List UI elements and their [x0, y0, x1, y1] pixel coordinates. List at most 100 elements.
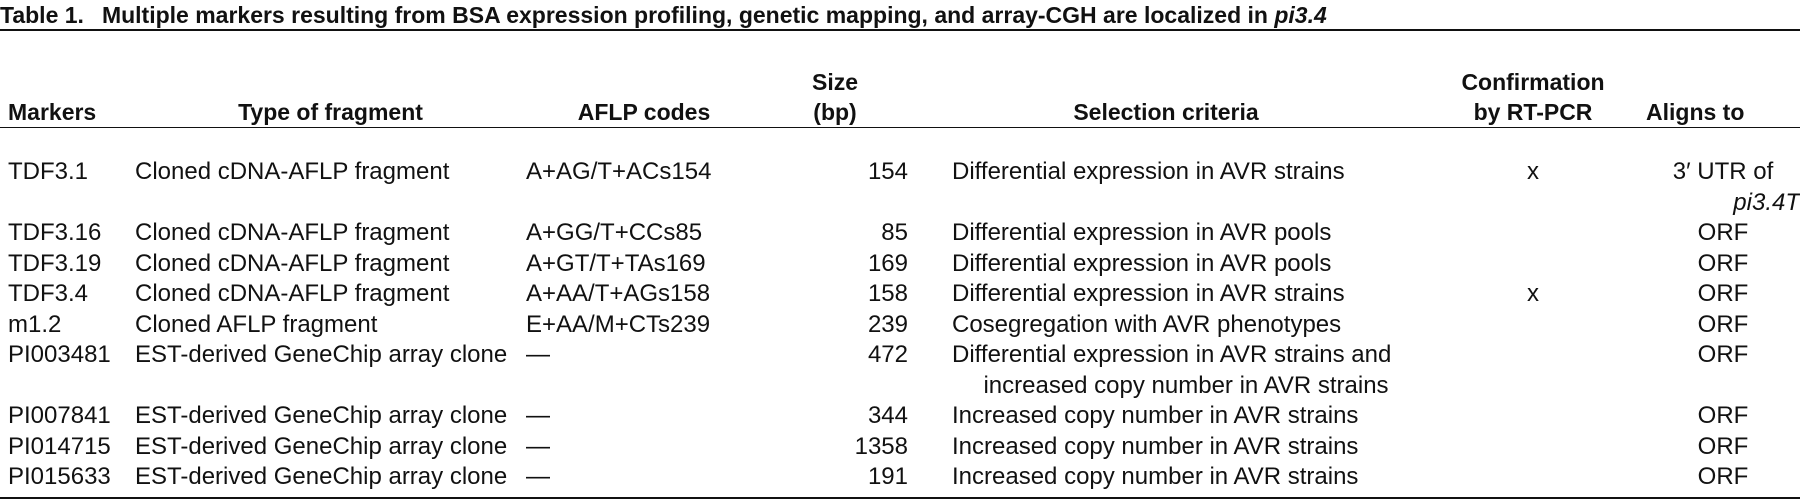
cell-type: EST-derived GeneChip array clone: [135, 432, 526, 463]
cell-aflp: A+GG/T+CCs85: [526, 218, 762, 249]
cell-size: 154: [762, 142, 912, 218]
cell-criteria-text: Differential expression in AVR pools: [952, 249, 1332, 277]
cell-criteria-text: Cosegregation with AVR phenotypes: [952, 310, 1342, 338]
cell-aligns-text: ORF: [1697, 310, 1749, 338]
cell-size-text: 239: [867, 310, 908, 338]
cell-type-text: EST-derived GeneChip array clone: [135, 402, 508, 429]
cell-marker-text: m1.2: [8, 310, 62, 338]
cell-aligns: ORF: [1646, 432, 1800, 463]
cell-criteria-text: Increased copy number in AVR strains: [952, 463, 1359, 490]
cell-aligns: ORF: [1646, 462, 1800, 493]
cell-criteria-text: Increased copy number in AVR strains: [952, 402, 1359, 429]
caption-label: Table 1.: [0, 2, 84, 28]
col-header-confirmation-line2: by RT-PCR: [1473, 99, 1593, 125]
col-header-size: Size (bp): [762, 31, 912, 142]
cell-type-text: Cloned cDNA-AFLP fragment: [135, 280, 450, 307]
cell-size-text: 344: [867, 402, 908, 429]
cell-aflp: —: [526, 340, 762, 401]
cell-criteria: Differential expression in AVR pools: [912, 249, 1420, 280]
cell-confirmation-text: x: [1527, 158, 1539, 185]
col-header-aflp: AFLP codes: [577, 99, 711, 125]
cell-type-text: Cloned cDNA-AFLP fragment: [135, 249, 450, 277]
cell-aflp-text: A+GT/T+TAs169: [526, 249, 706, 277]
cell-marker-text: TDF3.1: [8, 158, 89, 185]
cell-confirmation: [1420, 401, 1646, 432]
cell-type-text: EST-derived GeneChip array clone: [135, 463, 508, 490]
caption-text: Multiple markers resulting from BSA expr…: [101, 2, 1268, 28]
bottom-rule: [0, 497, 1800, 499]
table-row: m1.2 Cloned AFLP fragment E+AA/M+CTs239 239…: [0, 310, 1800, 341]
table-row: PI015633 EST-derived GeneChip array clone…: [0, 462, 1800, 493]
cell-size: 169: [762, 249, 912, 280]
cell-aligns-text: ORF: [1697, 249, 1749, 277]
cell-confirmation: [1420, 462, 1646, 493]
cell-marker: PI003481: [0, 340, 135, 401]
cell-type: Cloned cDNA-AFLP fragment: [135, 218, 526, 249]
table-row: TDF3.16 Cloned cDNA-AFLP fragment A+GG/T+C…: [0, 218, 1800, 249]
cell-marker: TDF3.1: [0, 142, 135, 218]
cell-aligns-text: ORF: [1697, 402, 1749, 429]
table-row: TDF3.1 Cloned cDNA-AFLP fragment A+AG/T+AC…: [0, 142, 1800, 218]
cell-size: 158: [762, 279, 912, 310]
cell-aligns-text: ORF: [1697, 280, 1749, 307]
cell-marker: PI015633: [0, 462, 135, 493]
cell-marker-text: PI003481: [8, 341, 111, 368]
cell-aligns: ORF: [1646, 218, 1800, 249]
cell-aligns-gene: pi3.4T: [1733, 188, 1800, 216]
table-row: TDF3.19 Cloned cDNA-AFLP fragment A+GT/T+T…: [0, 249, 1800, 280]
cell-criteria: Cosegregation with AVR phenotypes: [912, 310, 1420, 341]
cell-aligns: ORF: [1646, 249, 1800, 280]
cell-confirmation: x: [1420, 142, 1646, 218]
table-row: TDF3.4 Cloned cDNA-AFLP fragment A+AA/T+AG…: [0, 279, 1800, 310]
cell-type: EST-derived GeneChip array clone: [135, 401, 526, 432]
cell-marker-text: TDF3.16: [8, 219, 102, 246]
cell-aligns: ORF: [1646, 401, 1800, 432]
cell-confirmation: [1420, 218, 1646, 249]
cell-type: Cloned cDNA-AFLP fragment: [135, 142, 526, 218]
cell-type-text: EST-derived GeneChip array clone: [135, 341, 508, 368]
cell-criteria-text: Increased copy number in AVR strains: [952, 432, 1359, 460]
cell-confirmation: x: [1420, 279, 1646, 310]
cell-size-text: 154: [867, 158, 908, 185]
col-header-confirmation-line1: Confirmation: [1461, 69, 1605, 95]
cell-aflp: E+AA/M+CTs239: [526, 310, 762, 341]
cell-criteria-text: Differential expression in AVR strains: [952, 158, 1345, 185]
cell-type: EST-derived GeneChip array clone: [135, 340, 526, 401]
cell-criteria: Differential expression in AVR strains a…: [912, 340, 1420, 401]
cell-confirmation: [1420, 310, 1646, 341]
cell-size: 1358: [762, 432, 912, 463]
cell-confirmation-text: x: [1527, 280, 1539, 307]
cell-aflp: A+AG/T+ACs154: [526, 142, 762, 218]
cell-criteria: Increased copy number in AVR strains: [912, 401, 1420, 432]
cell-aligns: ORF: [1646, 340, 1800, 401]
col-header-confirmation: Confirmation by RT-PCR: [1420, 31, 1646, 142]
cell-size-text: 169: [867, 249, 908, 277]
cell-criteria-text: Differential expression in AVR strains a…: [952, 341, 1392, 368]
cell-marker-text: TDF3.19: [8, 249, 102, 277]
cell-aflp: —: [526, 462, 762, 493]
table-body: TDF3.1 Cloned cDNA-AFLP fragment A+AG/T+AC…: [0, 142, 1800, 493]
cell-aflp-text: E+AA/M+CTs239: [526, 310, 711, 338]
cell-size: 344: [762, 401, 912, 432]
cell-aligns: 3′ UTR of pi3.4T: [1646, 142, 1800, 218]
cell-type: Cloned cDNA-AFLP fragment: [135, 249, 526, 280]
col-header-size-line1: Size: [811, 69, 859, 95]
cell-marker-text: TDF3.4: [8, 280, 89, 307]
cell-marker-text: PI015633: [8, 463, 111, 490]
cell-aligns-text: ORF: [1697, 432, 1749, 460]
cell-aligns: ORF: [1646, 310, 1800, 341]
cell-aligns-text: 3′ UTR of: [1672, 158, 1774, 185]
cell-aligns-text: ORF: [1697, 463, 1749, 490]
cell-aligns-text: ORF: [1697, 341, 1749, 368]
cell-aflp: A+AA/T+AGs158: [526, 279, 762, 310]
cell-size-text: 158: [867, 280, 908, 307]
cell-type-text: Cloned cDNA-AFLP fragment: [135, 158, 450, 185]
top-rule: [0, 29, 1800, 31]
cell-aflp-text: —: [526, 463, 550, 490]
cell-marker-text: PI007841: [8, 402, 111, 429]
cell-aligns-text: ORF: [1697, 219, 1749, 246]
cell-size: 191: [762, 462, 912, 493]
col-header-markers: Markers: [8, 99, 97, 125]
cell-marker: TDF3.19: [0, 249, 135, 280]
caption-gene: pi3.4: [1274, 2, 1327, 28]
